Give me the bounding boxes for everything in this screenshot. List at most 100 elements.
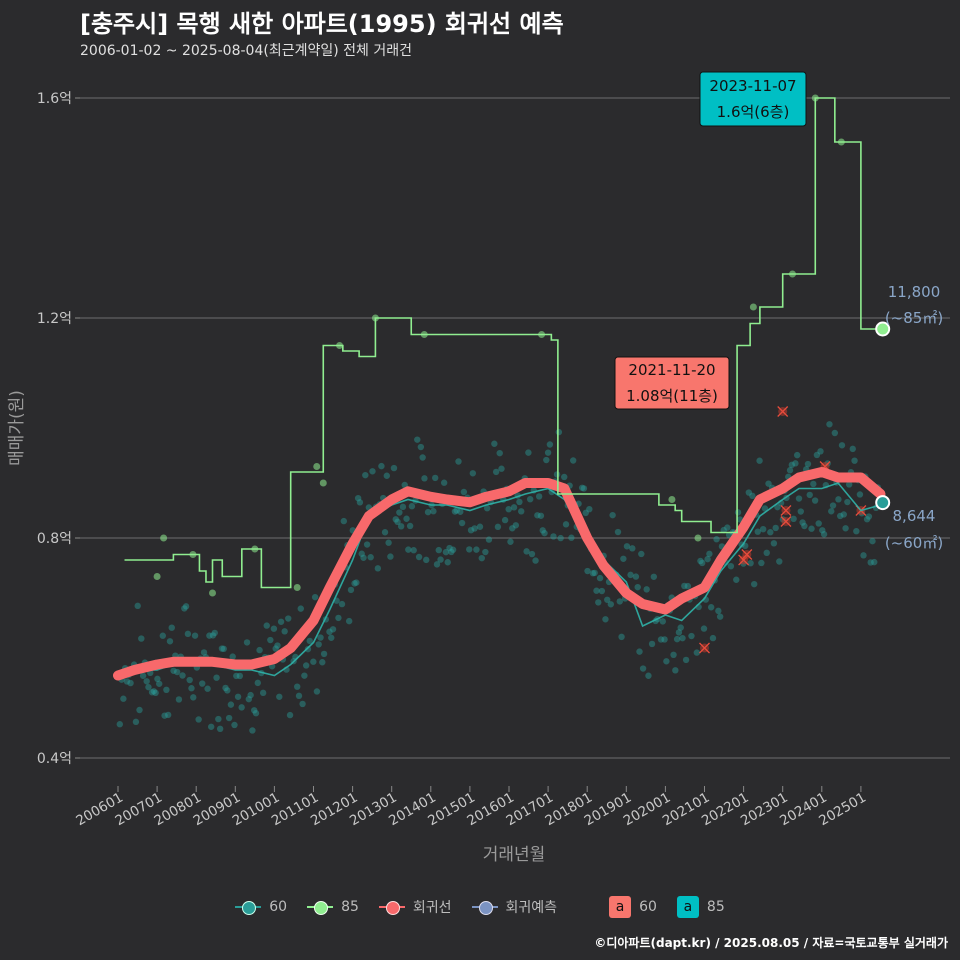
data-point-60 xyxy=(218,645,226,652)
data-point-60 xyxy=(120,695,127,702)
data-point-60 xyxy=(216,725,224,733)
prediction-point-85 xyxy=(875,321,891,337)
data-point-60 xyxy=(639,665,647,672)
data-point-60 xyxy=(539,527,546,534)
legend-box-85: a 85 xyxy=(676,896,725,918)
data-point-85 xyxy=(293,584,301,591)
data-point-60 xyxy=(184,630,192,638)
data-point-60 xyxy=(602,616,609,623)
data-point-60 xyxy=(518,508,525,515)
data-point-60 xyxy=(401,481,408,489)
data-point-60 xyxy=(127,679,134,687)
pred60-value: 8,644 xyxy=(893,507,936,525)
source-caption: ©디아파트(dapt.kr) / 2025.08.05 / 자료=국토교통부 실… xyxy=(594,936,948,950)
legend-box-85-letter: a xyxy=(676,896,699,918)
data-point-60 xyxy=(828,508,835,515)
data-point-60 xyxy=(170,667,177,674)
data-point-60 xyxy=(328,634,335,641)
data-point-60 xyxy=(259,689,267,697)
data-point-85 xyxy=(313,463,321,470)
data-point-60 xyxy=(209,632,217,639)
data-point-60 xyxy=(620,555,627,562)
data-point-85 xyxy=(319,479,327,487)
data-point-60 xyxy=(851,457,858,464)
data-point-60 xyxy=(301,672,308,679)
data-point-60 xyxy=(761,505,769,512)
data-point-60 xyxy=(173,668,181,676)
prediction-point-60 xyxy=(875,495,891,511)
data-point-60 xyxy=(797,508,804,515)
data-point-60 xyxy=(815,520,822,527)
data-point-60 xyxy=(799,519,806,526)
series-85-points xyxy=(153,94,884,597)
data-point-60 xyxy=(295,692,303,700)
regression-line xyxy=(113,467,886,681)
data-point-60 xyxy=(408,503,416,510)
data-point-60 xyxy=(270,625,278,632)
data-point-60 xyxy=(139,672,147,679)
data-point-60 xyxy=(326,628,333,635)
data-point-60 xyxy=(267,636,274,644)
y-tick-label: 0.8억 xyxy=(37,531,72,547)
data-point-60 xyxy=(523,548,530,555)
data-point-60 xyxy=(569,457,577,464)
data-point-60 xyxy=(657,636,665,643)
data-point-60 xyxy=(819,527,826,534)
data-point-60 xyxy=(810,480,817,488)
data-point-60 xyxy=(340,517,348,525)
data-point-60 xyxy=(469,470,477,477)
data-point-60 xyxy=(580,485,588,492)
data-point-60 xyxy=(186,676,193,684)
legend-label-prediction: 회귀예측 xyxy=(505,900,558,916)
max60-label-box xyxy=(614,356,730,410)
data-point-60 xyxy=(233,672,240,680)
data-point-60 xyxy=(706,550,713,558)
data-point-60 xyxy=(715,607,722,615)
data-point-60 xyxy=(586,505,593,513)
data-point-60 xyxy=(806,491,813,499)
data-point-60 xyxy=(684,582,692,590)
max85-value: 1.6억(6층) xyxy=(717,103,790,121)
data-point-60 xyxy=(417,443,425,451)
max85-label-box xyxy=(699,71,807,127)
data-point-60 xyxy=(397,523,405,530)
data-point-60 xyxy=(315,641,322,648)
data-point-60 xyxy=(516,498,523,506)
data-point-60 xyxy=(534,512,541,519)
data-point-60 xyxy=(274,642,281,649)
data-point-60 xyxy=(672,667,679,674)
data-point-60 xyxy=(182,603,190,610)
data-point-60 xyxy=(553,471,561,478)
data-point-60 xyxy=(663,658,670,665)
data-point-60 xyxy=(842,525,849,532)
data-point-60 xyxy=(213,674,220,681)
data-point-60 xyxy=(132,718,140,726)
data-point-60 xyxy=(478,554,485,562)
legend-label-85: 85 xyxy=(341,899,359,915)
data-point-85 xyxy=(811,94,819,102)
data-point-60 xyxy=(707,604,715,611)
data-point-60 xyxy=(758,559,765,567)
data-point-60 xyxy=(286,711,294,719)
data-point-60 xyxy=(840,511,847,518)
data-point-60 xyxy=(243,639,251,646)
data-point-60 xyxy=(568,534,575,541)
data-point-60 xyxy=(697,557,704,565)
data-point-60 xyxy=(396,509,403,516)
data-point-60 xyxy=(222,684,229,692)
data-point-60 xyxy=(659,618,666,625)
data-point-60 xyxy=(804,460,812,468)
data-point-60 xyxy=(252,710,260,717)
data-point-60 xyxy=(437,556,444,563)
data-point-60 xyxy=(614,528,622,536)
series-85-line xyxy=(124,97,884,589)
pred60-area: (~60㎡) xyxy=(885,534,943,552)
data-point-60 xyxy=(826,421,833,428)
data-point-60 xyxy=(629,545,636,552)
outlier-cross xyxy=(699,642,710,654)
data-point-60 xyxy=(236,672,244,680)
y-axis-title: 매매가(원) xyxy=(7,390,27,466)
data-point-60 xyxy=(724,524,731,531)
data-point-60 xyxy=(304,645,312,653)
data-point-60 xyxy=(634,583,641,591)
